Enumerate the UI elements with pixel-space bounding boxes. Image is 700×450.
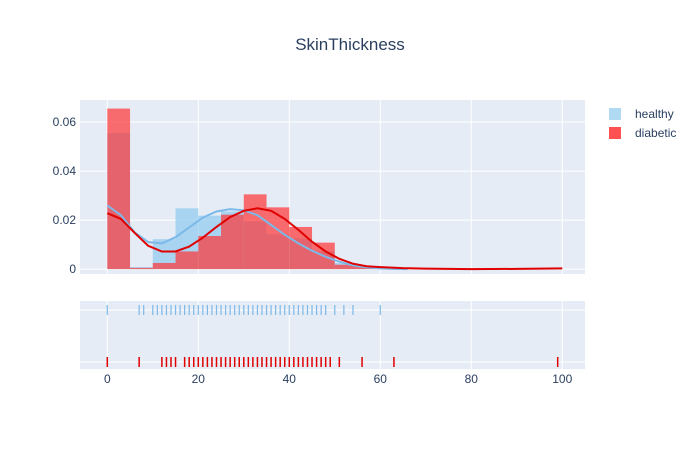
x-tick-label: 0 xyxy=(104,372,111,386)
hist-bar-healthy[interactable] xyxy=(152,239,176,270)
chart-title: SkinThickness xyxy=(295,35,405,54)
rug-plot-background xyxy=(80,301,585,369)
x-tick-label: 20 xyxy=(192,372,206,386)
x-tick-label: 60 xyxy=(374,372,388,386)
y-tick-label: 0.02 xyxy=(53,213,77,227)
histogram-panel: 0 0.02 0.04 0.06 xyxy=(53,100,585,276)
hist-bar-diabetic[interactable] xyxy=(198,236,222,270)
hist-bar-diabetic[interactable] xyxy=(221,214,244,270)
legend-item-healthy[interactable]: healthy xyxy=(609,107,674,121)
x-tick-label: 40 xyxy=(283,372,297,386)
y-tick-label: 0 xyxy=(69,262,76,276)
x-tick-label: 80 xyxy=(465,372,479,386)
hist-bar-diabetic[interactable] xyxy=(175,251,199,270)
legend-swatch-healthy xyxy=(609,108,621,120)
hist-bar-diabetic[interactable] xyxy=(130,267,153,270)
legend-swatch-diabetic xyxy=(609,127,621,139)
x-tick-label: 100 xyxy=(552,372,572,386)
legend-item-diabetic[interactable]: diabetic xyxy=(609,126,676,140)
hist-bar-diabetic[interactable] xyxy=(334,264,358,270)
rug-panel: 0 20 40 60 80 100 xyxy=(80,301,585,386)
legend-label-healthy: healthy xyxy=(635,107,674,121)
legend-label-diabetic: diabetic xyxy=(635,126,676,140)
y-tick-label: 0.04 xyxy=(53,164,77,178)
hist-bar-diabetic[interactable] xyxy=(107,108,131,270)
kde-line-diabetic[interactable] xyxy=(106,207,563,271)
hist-bar-diabetic[interactable] xyxy=(152,262,176,270)
hist-bar-diabetic[interactable] xyxy=(243,194,267,270)
kde-line-healthy[interactable] xyxy=(106,204,408,271)
hist-bar-diabetic[interactable] xyxy=(266,207,290,270)
legend[interactable]: healthy diabetic xyxy=(609,107,676,140)
y-tick-label: 0.06 xyxy=(53,115,77,129)
